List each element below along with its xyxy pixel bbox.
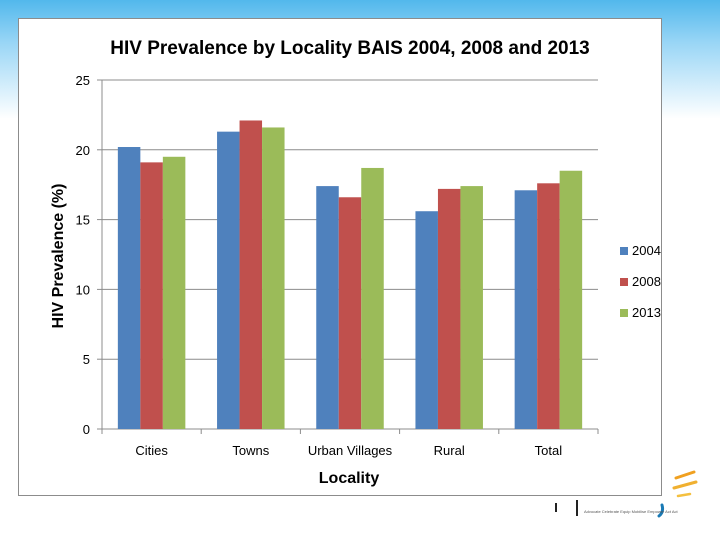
legend-swatch-2008	[620, 278, 628, 286]
x-tick-label-urban-villages: Urban Villages	[308, 443, 393, 458]
bar-total-2013	[559, 170, 583, 430]
x-tick-label-towns: Towns	[232, 443, 269, 458]
x-axis-label: Locality	[319, 470, 380, 487]
x-tick-label-cities: Cities	[135, 443, 168, 458]
y-tick-label-15: 15	[76, 213, 90, 228]
bar-cities-2004	[117, 147, 141, 429]
logo-tagline: Advocate Celebrate Equip Mobilise Empowe…	[584, 509, 678, 514]
bar-cities-2013	[162, 156, 186, 429]
bar-towns-2008	[239, 120, 263, 429]
legend-label-2004: 2004	[632, 243, 661, 258]
legend-label-2008: 2008	[632, 274, 661, 289]
bars	[117, 120, 583, 430]
x-tick-labels: Cities Towns Urban Villages Rural Total	[135, 443, 562, 458]
bar-towns-2013	[262, 127, 285, 430]
bar-rural-2013	[460, 186, 483, 429]
y-tick-label-5: 5	[83, 352, 90, 367]
legend-label-2013: 2013	[632, 305, 661, 320]
bar-urban-villages-2013	[361, 167, 384, 429]
chart-title: HIV Prevalence by Locality BAIS 2004, 20…	[110, 38, 589, 59]
legend: 2004 2008 2013	[620, 243, 661, 320]
bar-total-2008	[537, 183, 560, 429]
y-tick-label-10: 10	[76, 282, 90, 297]
y-tick-label-0: 0	[83, 422, 90, 437]
y-axis-label: HIV Prevalence (%)	[50, 184, 67, 329]
bar-total-2004	[514, 190, 538, 429]
bar-cities-2008	[140, 162, 163, 429]
bar-rural-2008	[437, 188, 461, 429]
y-tick-labels: 0 5 10 15 20 25	[76, 73, 90, 437]
bar-urban-villages-2008	[338, 197, 362, 429]
y-tick-label-20: 20	[76, 143, 90, 158]
x-tick-label-total: Total	[535, 443, 563, 458]
x-tick-label-rural: Rural	[434, 443, 465, 458]
bar-towns-2004	[217, 131, 240, 430]
legend-swatch-2004	[620, 247, 628, 255]
legend-swatch-2013	[620, 309, 628, 317]
logo-icon	[555, 470, 698, 518]
y-tick-label-25: 25	[76, 73, 90, 88]
bar-urban-villages-2004	[316, 186, 339, 429]
bar-rural-2004	[415, 211, 438, 429]
